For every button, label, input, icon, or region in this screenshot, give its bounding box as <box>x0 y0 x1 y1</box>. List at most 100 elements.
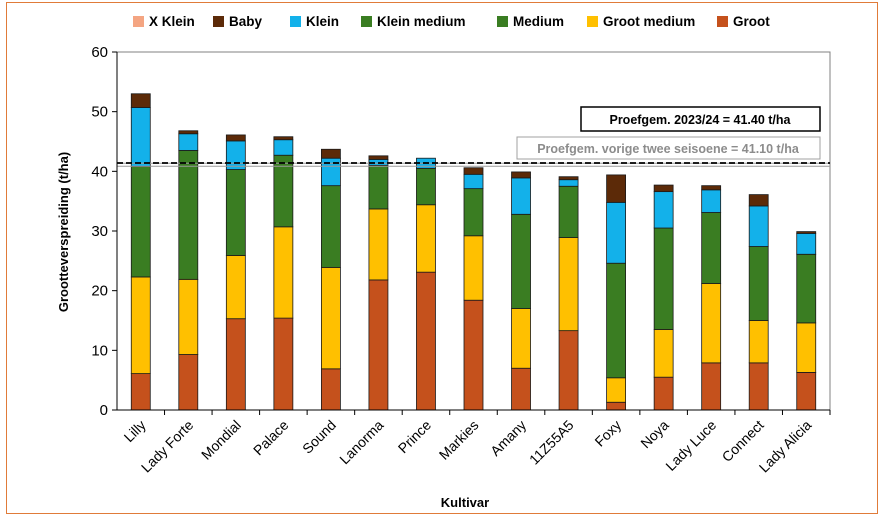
bar-segment-medium <box>416 167 436 206</box>
reference-label-box-current <box>580 106 821 132</box>
x-tick-label: Foxy <box>591 417 624 450</box>
bar-segment-baby <box>320 148 341 159</box>
x-tick-label: Amany <box>487 417 529 459</box>
bar-segment-medium <box>511 213 531 309</box>
bar-segment-groot <box>606 401 626 411</box>
bar-segment-groot <box>558 330 579 411</box>
bar-segment-groot <box>511 367 531 411</box>
bar-segment-baby <box>796 231 817 234</box>
bar-segment-medium <box>130 166 151 278</box>
y-tick-label: 0 <box>100 402 108 419</box>
bar-segment-groot <box>368 279 389 411</box>
legend-label: Groot medium <box>603 14 695 29</box>
bar-segment-groot-medium <box>701 283 722 364</box>
bar-segment-klein <box>463 173 484 190</box>
bar-segment-klein <box>130 107 151 167</box>
bar-segment-groot-medium <box>653 329 674 378</box>
x-tick-label: Lilly <box>121 417 149 445</box>
bar-segment-groot-medium <box>796 322 817 373</box>
bar-segment-groot <box>416 271 436 411</box>
reference-label-box-previous <box>516 136 821 160</box>
bar-segment-groot-medium <box>511 308 531 369</box>
x-tick-label: Lady Alicia <box>756 417 815 476</box>
legend-swatch <box>361 16 372 27</box>
x-tick-label: Noya <box>637 417 672 452</box>
bar-segment-baby <box>748 194 769 207</box>
bar-segment-klein <box>225 140 246 170</box>
reference-label-previous: Proefgem. vorige twee seisoene = 41.10 t… <box>537 142 800 156</box>
legend-swatch <box>133 16 144 27</box>
x-tick-label: Prince <box>395 417 435 457</box>
x-tick-label: Mondial <box>198 417 244 463</box>
x-tick-label: 11Z55A5 <box>526 417 577 468</box>
y-tick-label: 20 <box>91 283 108 300</box>
bar-segment-groot <box>178 354 199 411</box>
bar-segment-baby <box>225 134 246 142</box>
bar-segment-groot-medium <box>463 235 484 301</box>
bar-segment-baby <box>463 167 484 175</box>
legend-label: Klein medium <box>377 14 466 29</box>
legend-label: Klein <box>306 14 339 29</box>
bar-segment-klein <box>748 205 769 247</box>
y-tick-label: 10 <box>91 342 108 359</box>
bar-segment-baby <box>130 93 151 108</box>
bar-segment-groot <box>748 362 769 411</box>
bar-segment-groot-medium <box>748 320 769 364</box>
bar-segment-medium <box>606 262 626 379</box>
x-tick-label: Lady Luce <box>662 417 719 474</box>
bar-segment-groot-medium <box>368 208 389 281</box>
bar-segment-groot <box>796 372 817 411</box>
bar-segment-klein <box>701 189 722 213</box>
y-tick-label: 60 <box>91 44 108 61</box>
bar-segment-baby <box>368 155 389 160</box>
chart-frame <box>6 2 878 514</box>
bar-segment-medium <box>368 164 389 210</box>
legend-swatch <box>290 16 301 27</box>
bar-segment-medium <box>320 185 341 268</box>
bar-segment-groot-medium <box>606 377 626 403</box>
bar-segment-groot <box>273 317 294 411</box>
bar-segment-groot <box>701 362 722 411</box>
legend-label: Medium <box>513 14 564 29</box>
bar-segment-klein <box>606 201 626 264</box>
bar-segment-medium <box>463 188 484 237</box>
bar-segment-groot <box>320 368 341 411</box>
bar-segment-baby <box>511 171 531 179</box>
reference-label-current: Proefgem. 2023/24 = 41.40 t/ha <box>609 113 791 127</box>
legend-label: X Klein <box>149 14 195 29</box>
bar-segment-baby <box>701 185 722 191</box>
bar-segment-groot <box>463 299 484 411</box>
bar-segment-groot-medium <box>225 255 246 320</box>
bar-segment-klein <box>511 177 531 215</box>
x-tick-label: Sound <box>299 417 339 457</box>
legend-label: Groot <box>733 14 770 29</box>
bar-segment-klein <box>273 139 294 156</box>
bar-segment-baby <box>653 184 674 193</box>
bar-segment-groot <box>225 318 246 411</box>
legend: X Klein Baby Klein Klein medium Medium Groot … <box>133 14 770 29</box>
bar-segment-baby <box>178 130 199 135</box>
bar-segment-groot-medium <box>558 237 579 332</box>
bar-segment-klein <box>796 232 817 255</box>
x-tick-label: Palace <box>250 417 292 459</box>
bar-segment-groot-medium <box>273 226 294 319</box>
bar-segment-baby <box>606 174 626 203</box>
y-tick-label: 30 <box>91 223 108 240</box>
bar-segment-medium <box>701 212 722 284</box>
y-tick-label: 40 <box>91 163 108 180</box>
bar-segment-groot-medium <box>178 278 199 355</box>
bar-segment-groot-medium <box>320 266 341 370</box>
y-tick-label: 50 <box>91 104 108 121</box>
legend-swatch <box>213 16 224 27</box>
bar-segment-baby <box>273 136 294 141</box>
x-axis-label: Kultivar <box>441 495 489 510</box>
bar-segment-medium <box>225 169 246 256</box>
bar-segment-medium <box>178 150 199 280</box>
reference-lines: Proefgem. 2023/24 = 41.40 t/ha Proefgem. … <box>117 106 830 167</box>
x-tick-label: Lady Forte <box>138 417 197 476</box>
x-tick-label: Lanorma <box>336 417 387 468</box>
bar-segment-groot <box>653 376 674 411</box>
bar-segment-groot-medium <box>130 276 151 375</box>
bars <box>130 93 817 411</box>
